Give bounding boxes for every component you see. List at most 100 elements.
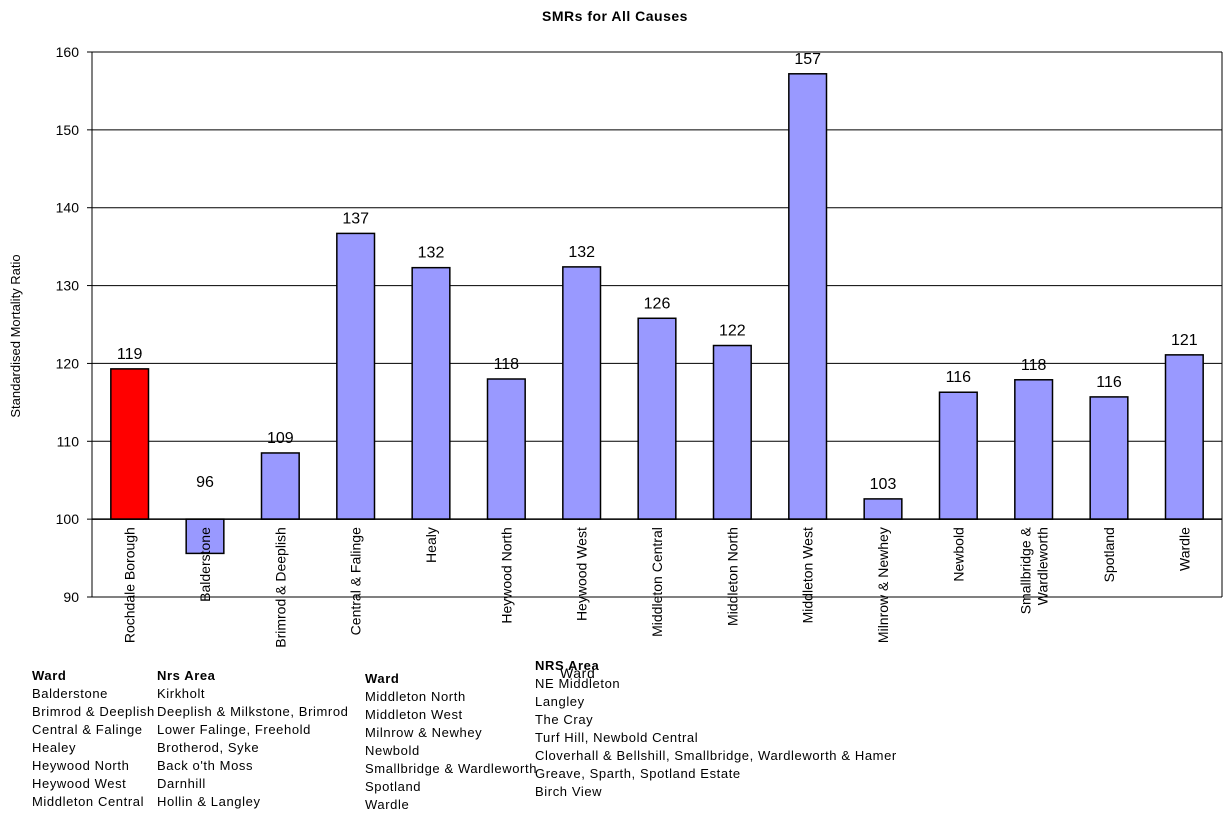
- legend-item: Milnrow & Newhey: [365, 725, 483, 740]
- x-tick-label: Brimrod & Deeplish: [272, 527, 288, 648]
- legend-nrs-col-2: NRS Area Ward NE Middleton Langley The Cra…: [535, 657, 897, 801]
- legend-nrs-list-2: NE Middleton Langley The Cray Turf Hill, Ne…: [535, 675, 897, 801]
- data-label: 126: [644, 295, 671, 312]
- bar-chart: SMRs for All Causes 90 100 110 120 130 140 150…: [8, 8, 1223, 648]
- legend-overlap-ward: Ward: [560, 665, 596, 681]
- x-tick-label: Newbold: [950, 527, 966, 581]
- y-axis-ticks: 90 100 110 120 130 140 150 160: [56, 44, 92, 605]
- legend-item: Birch View: [535, 784, 603, 799]
- legend-item: Lower Falinge, Freehold: [157, 722, 311, 737]
- legend-ward-heading: Ward: [32, 668, 67, 683]
- legend-item: Hollin & Langley: [157, 794, 261, 809]
- data-label: 103: [870, 476, 897, 493]
- legend-item: Heywood West: [32, 776, 127, 791]
- x-axis-labels: Rochdale Borough Balderstone Brimrod & Dee…: [122, 526, 1193, 647]
- legend-nrs-heading: Nrs Area: [157, 668, 216, 683]
- bar: [1089, 396, 1129, 520]
- legend-ward-col-1: Ward Balderstone Brimrod & Deeplish Centra…: [32, 667, 155, 811]
- x-tick-label: Healy: [423, 527, 439, 563]
- x-tick-label: Heywood North: [498, 527, 514, 624]
- data-label: 109: [267, 430, 294, 447]
- data-label: 137: [342, 210, 369, 227]
- legend-item: Turf Hill, Newbold Central: [535, 730, 699, 745]
- x-tick-label: Spotland: [1101, 527, 1117, 582]
- bar: [562, 266, 602, 520]
- y-tick-label: 140: [56, 200, 80, 216]
- legend-ward-list-2: Middleton North Middleton West Milnrow & N…: [365, 688, 537, 814]
- legend-ward-heading-2: Ward: [365, 671, 400, 686]
- x-tick-label: Smallbridge &Wardleworth: [1018, 526, 1051, 614]
- legend-nrs-list: Kirkholt Deeplish & Milkstone, Brimrod Low…: [157, 685, 349, 811]
- bar: [712, 344, 752, 520]
- bar: [486, 378, 526, 520]
- x-tick-label: Middleton Central: [649, 527, 665, 637]
- x-tick-label: Balderstone: [197, 527, 213, 602]
- bar: [185, 518, 225, 555]
- bar: [788, 73, 828, 520]
- legend-item: The Cray: [535, 712, 594, 727]
- legend-item: Wardle: [365, 797, 410, 812]
- y-tick-label: 150: [56, 122, 80, 138]
- legend-item: Middleton North: [365, 689, 466, 704]
- bar: [863, 498, 903, 520]
- x-tick-label: Heywood West: [574, 527, 590, 621]
- data-label: 157: [794, 51, 821, 68]
- legend-item: Greave, Sparth, Spotland Estate: [535, 766, 741, 781]
- data-label: 122: [719, 323, 746, 340]
- bar: [110, 368, 150, 520]
- data-label: 119: [117, 346, 143, 363]
- legend-item: Brotherod, Syke: [157, 740, 260, 755]
- legend-item: Langley: [535, 694, 585, 709]
- x-tick-label: Middleton North: [724, 527, 740, 626]
- legend-item: Darnhill: [157, 776, 206, 791]
- value-labels: 119 96 109 137 132 118 132 126 122 157 103 116 118 11…: [117, 51, 1198, 493]
- x-tick-label: Central & Falinge: [348, 527, 364, 635]
- data-label: 118: [494, 356, 520, 373]
- legend-ward-list: Balderstone Brimrod & Deeplish Central & F…: [32, 685, 155, 811]
- bar: [260, 452, 300, 520]
- data-label: 96: [196, 474, 214, 491]
- data-label: 132: [418, 245, 445, 262]
- legend-item: Smallbridge & Wardleworth: [365, 761, 538, 776]
- legend-item: Central & Falinge: [32, 722, 143, 737]
- y-axis-label: Standardised Mortality Ratio: [8, 254, 23, 417]
- legend-item: Newbold: [365, 743, 420, 758]
- bar: [637, 317, 677, 520]
- legend-item: Spotland: [365, 779, 422, 794]
- y-tick-label: 120: [56, 355, 80, 371]
- legend-item: Middleton Central: [32, 794, 145, 809]
- legend-nrs-heading-2: NRS Area: [535, 658, 600, 673]
- y-tick-label: 100: [56, 511, 80, 527]
- legend-ward-col-2: Ward Middleton North Middleton West Milnro…: [365, 670, 537, 814]
- legend-item: Cloverhall & Bellshill, Smallbridge, War…: [535, 748, 897, 763]
- data-label: 132: [568, 244, 595, 261]
- legend-item: Back o'th Moss: [157, 758, 254, 773]
- bar: [938, 391, 978, 520]
- x-tick-label: Rochdale Borough: [122, 527, 138, 643]
- legend-item: Heywood North: [32, 758, 130, 773]
- data-label: 121: [1171, 332, 1198, 349]
- legend-nrs-col-1: Nrs Area Kirkholt Deeplish & Milkstone, B…: [157, 667, 349, 811]
- bar: [1164, 354, 1204, 520]
- x-tick-label: Middleton West: [800, 527, 816, 623]
- y-tick-label: 90: [63, 589, 79, 605]
- y-tick-label: 130: [56, 278, 80, 294]
- data-label: 118: [1021, 357, 1047, 374]
- y-tick-label: 110: [57, 433, 80, 449]
- bar: [1014, 379, 1054, 520]
- data-label: 116: [946, 369, 972, 386]
- bar: [411, 266, 451, 520]
- legend-item: Deeplish & Milkstone, Brimrod: [157, 704, 349, 719]
- plot-frame: [91, 51, 1223, 598]
- bars: [110, 73, 1204, 555]
- legend-item: Healey: [32, 740, 77, 755]
- x-tick-label: Milnrow & Newhey: [875, 527, 891, 643]
- x-tick-label: Wardle: [1176, 527, 1192, 571]
- legend-item: Balderstone: [32, 686, 108, 701]
- legend-item: NE Middleton: [535, 676, 621, 691]
- y-tick-label: 160: [56, 44, 80, 60]
- legend-item: Brimrod & Deeplish: [32, 704, 155, 719]
- bar: [336, 232, 376, 520]
- data-label: 116: [1096, 374, 1122, 391]
- chart-title: SMRs for All Causes: [542, 8, 688, 24]
